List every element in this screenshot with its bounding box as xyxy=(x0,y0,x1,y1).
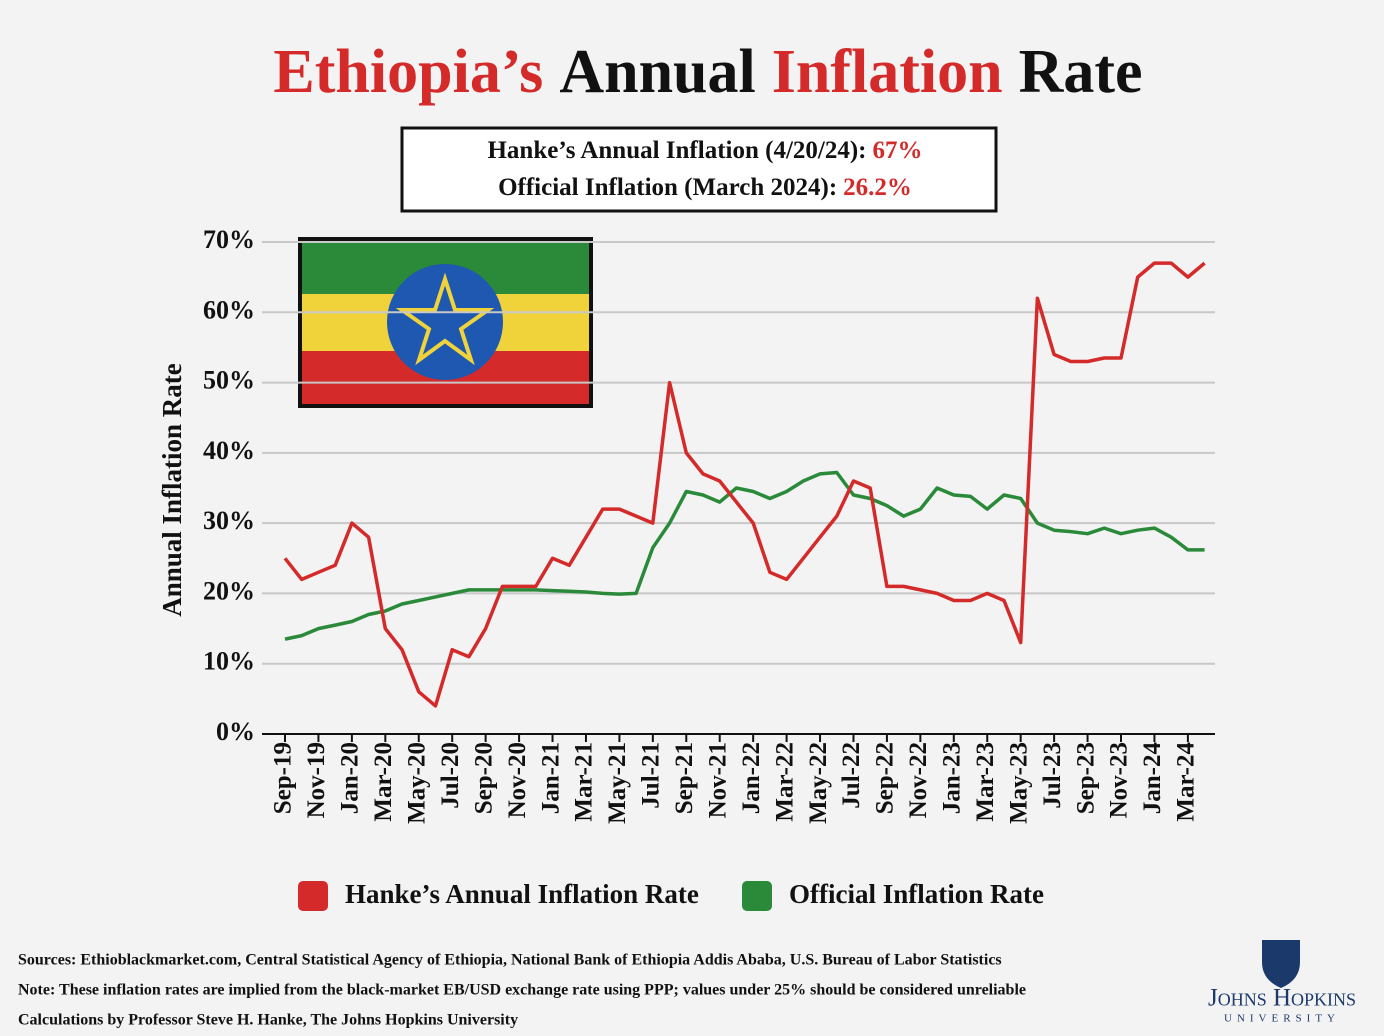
logo-name: Johns Hopkins xyxy=(1208,985,1356,1012)
source-note: Calculations by Professor Steve H. Hanke… xyxy=(18,1012,518,1029)
title-part: Inflation xyxy=(772,38,1003,106)
legend-label: Official Inflation Rate xyxy=(789,879,1044,909)
x-tick-label: Sep-23 xyxy=(1072,742,1099,814)
stat-value: 26.2% xyxy=(843,174,912,201)
x-tick-label: May-21 xyxy=(604,742,631,824)
logo xyxy=(1262,940,1300,988)
stat-label: Official Inflation (March 2024): xyxy=(498,174,837,201)
y-tick-label: 60% xyxy=(203,295,255,324)
stats-box xyxy=(400,126,998,213)
legend-swatch xyxy=(298,881,328,911)
y-tick-label: 30% xyxy=(203,506,255,535)
x-tick-label: Sep-20 xyxy=(470,742,497,814)
x-tick-label: Jan-21 xyxy=(537,742,564,814)
y-axis-label: Annual Inflation Rate xyxy=(157,363,187,617)
legend-label: Hanke’s Annual Inflation Rate xyxy=(345,879,699,909)
title-part: Rate xyxy=(1019,38,1143,106)
x-tick-label: Jul-21 xyxy=(638,742,665,809)
x-tick-label: Mar-21 xyxy=(571,742,598,822)
title-part: Annual xyxy=(559,38,755,106)
x-tick-label: Jul-23 xyxy=(1039,742,1066,809)
x-tick-label: Sep-22 xyxy=(872,742,899,814)
x-tick-label: Jan-20 xyxy=(337,742,364,814)
stat-label: Hanke’s Annual Inflation (4/20/24): xyxy=(487,137,866,164)
x-tick-label: Jan-22 xyxy=(738,742,765,814)
legend-swatch xyxy=(742,881,772,911)
x-tick-label: Mar-20 xyxy=(370,742,397,822)
y-tick-label: 50% xyxy=(203,366,255,395)
stat-line: Official Inflation (March 2024): 26.2% xyxy=(498,174,912,201)
x-tick-label: Jul-22 xyxy=(838,742,865,809)
x-tick-label: Mar-24 xyxy=(1173,742,1200,822)
x-tick-label: Nov-21 xyxy=(704,742,731,818)
y-tick-label: 40% xyxy=(203,436,255,465)
series-line xyxy=(284,470,1205,641)
y-tick-label: 70% xyxy=(203,225,255,254)
x-tick-label: Nov-22 xyxy=(905,742,932,818)
source-note: Note: These inflation rates are implied … xyxy=(18,982,1026,999)
x-tick-label: Nov-20 xyxy=(504,742,531,818)
x-tick-label: May-23 xyxy=(1005,742,1032,824)
logo-sub: UNIVERSITY xyxy=(1224,1013,1340,1025)
chart-title: Ethiopia’s Annual Inflation Rate xyxy=(273,38,1142,106)
x-tick-label: Nov-19 xyxy=(303,742,330,818)
x-tick-label: May-20 xyxy=(403,742,430,824)
y-tick-label: 0% xyxy=(216,717,255,746)
flag xyxy=(298,237,593,408)
source-note: Sources: Ethioblackmarket.com, Central S… xyxy=(18,952,1002,969)
x-tick-label: Mar-23 xyxy=(972,742,999,822)
x-tick-label: May-22 xyxy=(805,742,832,824)
x-tick-label: Jan-24 xyxy=(1139,742,1166,815)
stat-line: Hanke’s Annual Inflation (4/20/24): 67% xyxy=(487,137,922,164)
title-part: Ethiopia’s xyxy=(273,38,543,106)
y-tick-label: 10% xyxy=(203,647,255,676)
x-tick-label: Sep-19 xyxy=(270,742,297,814)
x-tick-label: Jul-20 xyxy=(437,742,464,809)
x-tick-label: Jan-23 xyxy=(939,742,966,814)
y-tick-label: 20% xyxy=(203,576,255,605)
x-tick-label: Mar-22 xyxy=(771,742,798,822)
stat-value: 67% xyxy=(873,137,923,164)
x-tick-label: Sep-21 xyxy=(671,742,698,814)
x-tick-label: Nov-23 xyxy=(1106,742,1133,818)
series-line xyxy=(283,261,1206,708)
